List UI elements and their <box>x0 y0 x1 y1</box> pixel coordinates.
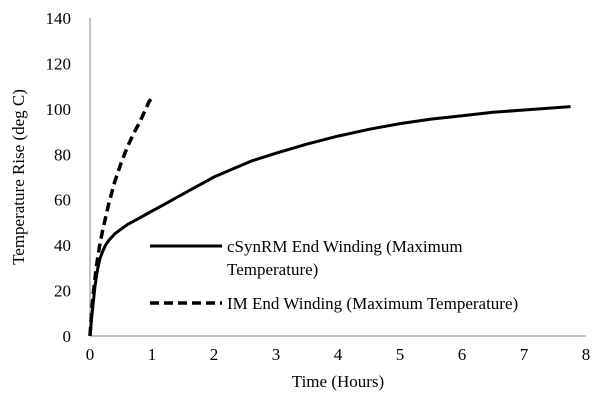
x-tick-label: 2 <box>210 345 219 364</box>
y-axis-title: Temperature Rise (deg C) <box>9 89 28 265</box>
y-tick-label: 80 <box>54 145 71 164</box>
x-tick-label: 8 <box>582 345 591 364</box>
y-tick-label: 100 <box>46 100 72 119</box>
y-tick-label: 60 <box>54 191 71 210</box>
x-tick-label: 3 <box>272 345 281 364</box>
x-tick-label: 4 <box>334 345 343 364</box>
y-tick-label: 120 <box>46 54 72 73</box>
y-tick-label: 140 <box>46 9 72 28</box>
x-tick-label: 1 <box>148 345 157 364</box>
x-tick-label: 5 <box>396 345 405 364</box>
series-line-1 <box>88 96 154 337</box>
y-tick-label: 0 <box>63 327 72 346</box>
legend: cSynRM End Winding (Maximum Temperature) I… <box>150 237 518 313</box>
axes <box>89 18 586 337</box>
x-axis-title: Time (Hours) <box>292 372 384 391</box>
legend-label-1: IM End Winding (Maximum Temperature) <box>227 294 518 313</box>
y-tick-labels: 0 20 40 60 80 100 120 140 <box>46 9 72 346</box>
series-line-0 <box>88 105 571 337</box>
series-lines <box>88 96 571 337</box>
legend-label-0: Temperature) <box>227 260 318 279</box>
x-tick-label: 6 <box>458 345 467 364</box>
x-tick-labels: 0 1 2 3 4 5 6 7 8 <box>86 345 591 364</box>
x-tick-label: 0 <box>86 345 95 364</box>
legend-label-0: cSynRM End Winding (Maximum <box>227 237 463 256</box>
x-tick-label: 7 <box>520 345 529 364</box>
y-tick-label: 40 <box>54 236 71 255</box>
y-tick-label: 20 <box>54 282 71 301</box>
